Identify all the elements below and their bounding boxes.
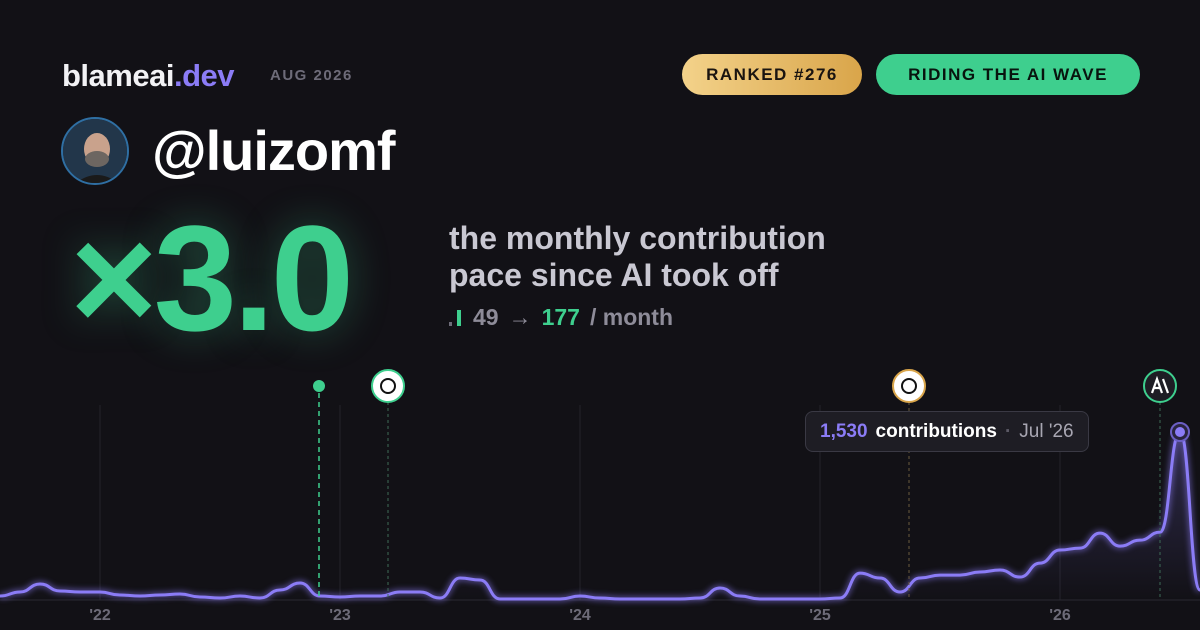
tooltip-label: contributions <box>875 420 997 442</box>
openai-icon <box>371 369 405 403</box>
event-dot <box>313 380 325 392</box>
anthropic-glyph <box>1150 375 1170 394</box>
status-badge: RIDING THE AI WAVE <box>876 54 1140 95</box>
x-tick-label: '26 <box>1049 607 1071 624</box>
pace-before: 49 <box>473 304 499 330</box>
brand-name: blameai <box>62 58 174 93</box>
event-markers <box>313 369 1177 600</box>
pace-arrow: → <box>508 304 532 330</box>
pace: 49 → 177 / month <box>449 304 673 331</box>
peak-point <box>1175 427 1185 437</box>
tooltip-value: 1,530 <box>820 420 868 442</box>
description: the monthly contribution <box>449 220 826 256</box>
plot: '22 '23 '24 '25 '26 <box>0 405 1200 624</box>
brand-suffix: .dev <box>173 58 235 93</box>
x-tick-label: '24 <box>569 607 591 624</box>
pace-icon <box>449 309 461 326</box>
brand: blameai.dev <box>62 58 234 94</box>
avatar <box>61 117 129 185</box>
line-glow <box>0 428 1200 603</box>
tooltip-separator: · <box>1004 420 1012 442</box>
x-tick-label: '22 <box>89 607 111 624</box>
pace-after: 177 <box>541 304 580 330</box>
tooltip-date: Jul '26 <box>1019 420 1074 442</box>
pace-unit: / month <box>589 304 674 330</box>
period: AUG 2026 <box>270 67 353 84</box>
avatar-image <box>63 119 127 183</box>
openai-icon <box>892 369 926 403</box>
line <box>0 430 1200 601</box>
description: pace since AI took off <box>449 257 779 293</box>
x-tick-label: '23 <box>329 607 351 624</box>
multiplier: ×3.0 <box>70 194 354 362</box>
handle: @luizomf <box>152 119 396 182</box>
openai-glyph <box>901 378 917 394</box>
openai-glyph <box>380 378 396 394</box>
tooltip: 1,530 contributions · Jul '26 <box>805 411 1089 452</box>
x-tick-label: '25 <box>809 607 831 624</box>
rank-badge: RANKED #276 <box>682 54 862 95</box>
area <box>0 432 1200 600</box>
